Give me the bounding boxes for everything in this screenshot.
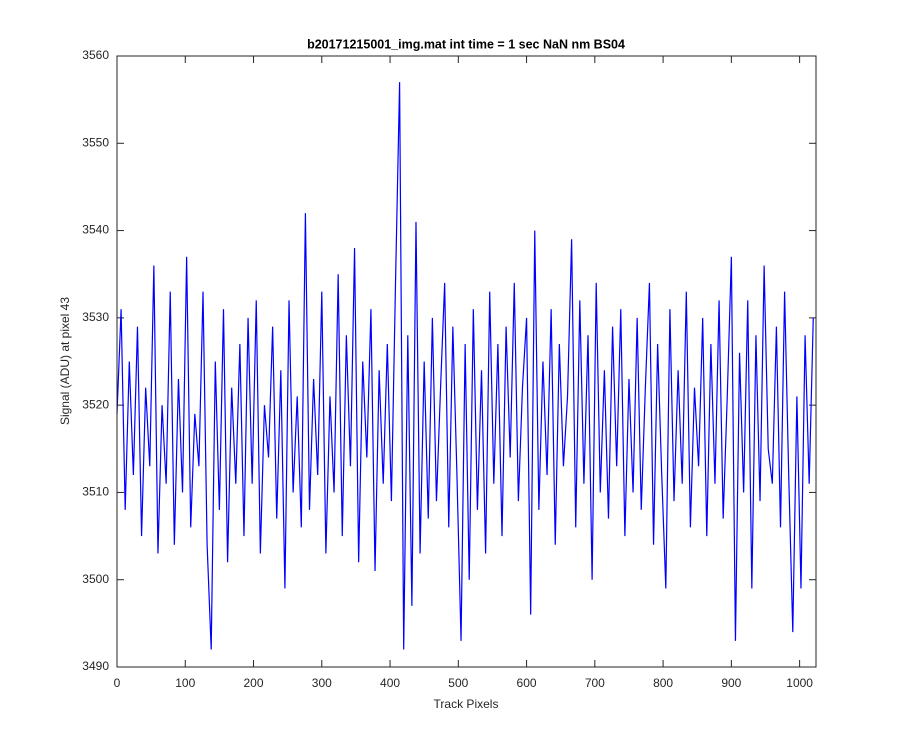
x-tick-label: 200 [244,676,264,690]
y-tick-label: 3500 [82,572,109,586]
x-tick-label: 600 [517,676,537,690]
x-tick-label: 700 [585,676,605,690]
y-tick-label: 3550 [82,135,109,149]
x-tick-label: 300 [312,676,332,690]
y-tick-label: 3560 [82,48,109,62]
x-tick-label: 400 [380,676,400,690]
y-tick-label: 3490 [82,659,109,673]
x-tick-label: 100 [175,676,195,690]
x-tick-label: 0 [114,676,121,690]
y-axis-label: Signal (ADU) at pixel 43 [58,297,72,425]
x-tick-label: 900 [721,676,741,690]
x-tick-label: 800 [653,676,673,690]
y-tick-label: 3510 [82,485,109,499]
chart-title: b20171215001_img.mat int time = 1 sec Na… [307,37,625,51]
y-tick-label: 3530 [82,310,109,324]
x-axis-label: Track Pixels [434,697,499,711]
plot-frame [116,55,817,668]
y-tick-label: 3540 [82,223,109,237]
x-tick-label: 1000 [786,676,813,690]
y-tick-label: 3520 [82,397,109,411]
data-line [116,82,814,650]
x-tick-label: 500 [448,676,468,690]
